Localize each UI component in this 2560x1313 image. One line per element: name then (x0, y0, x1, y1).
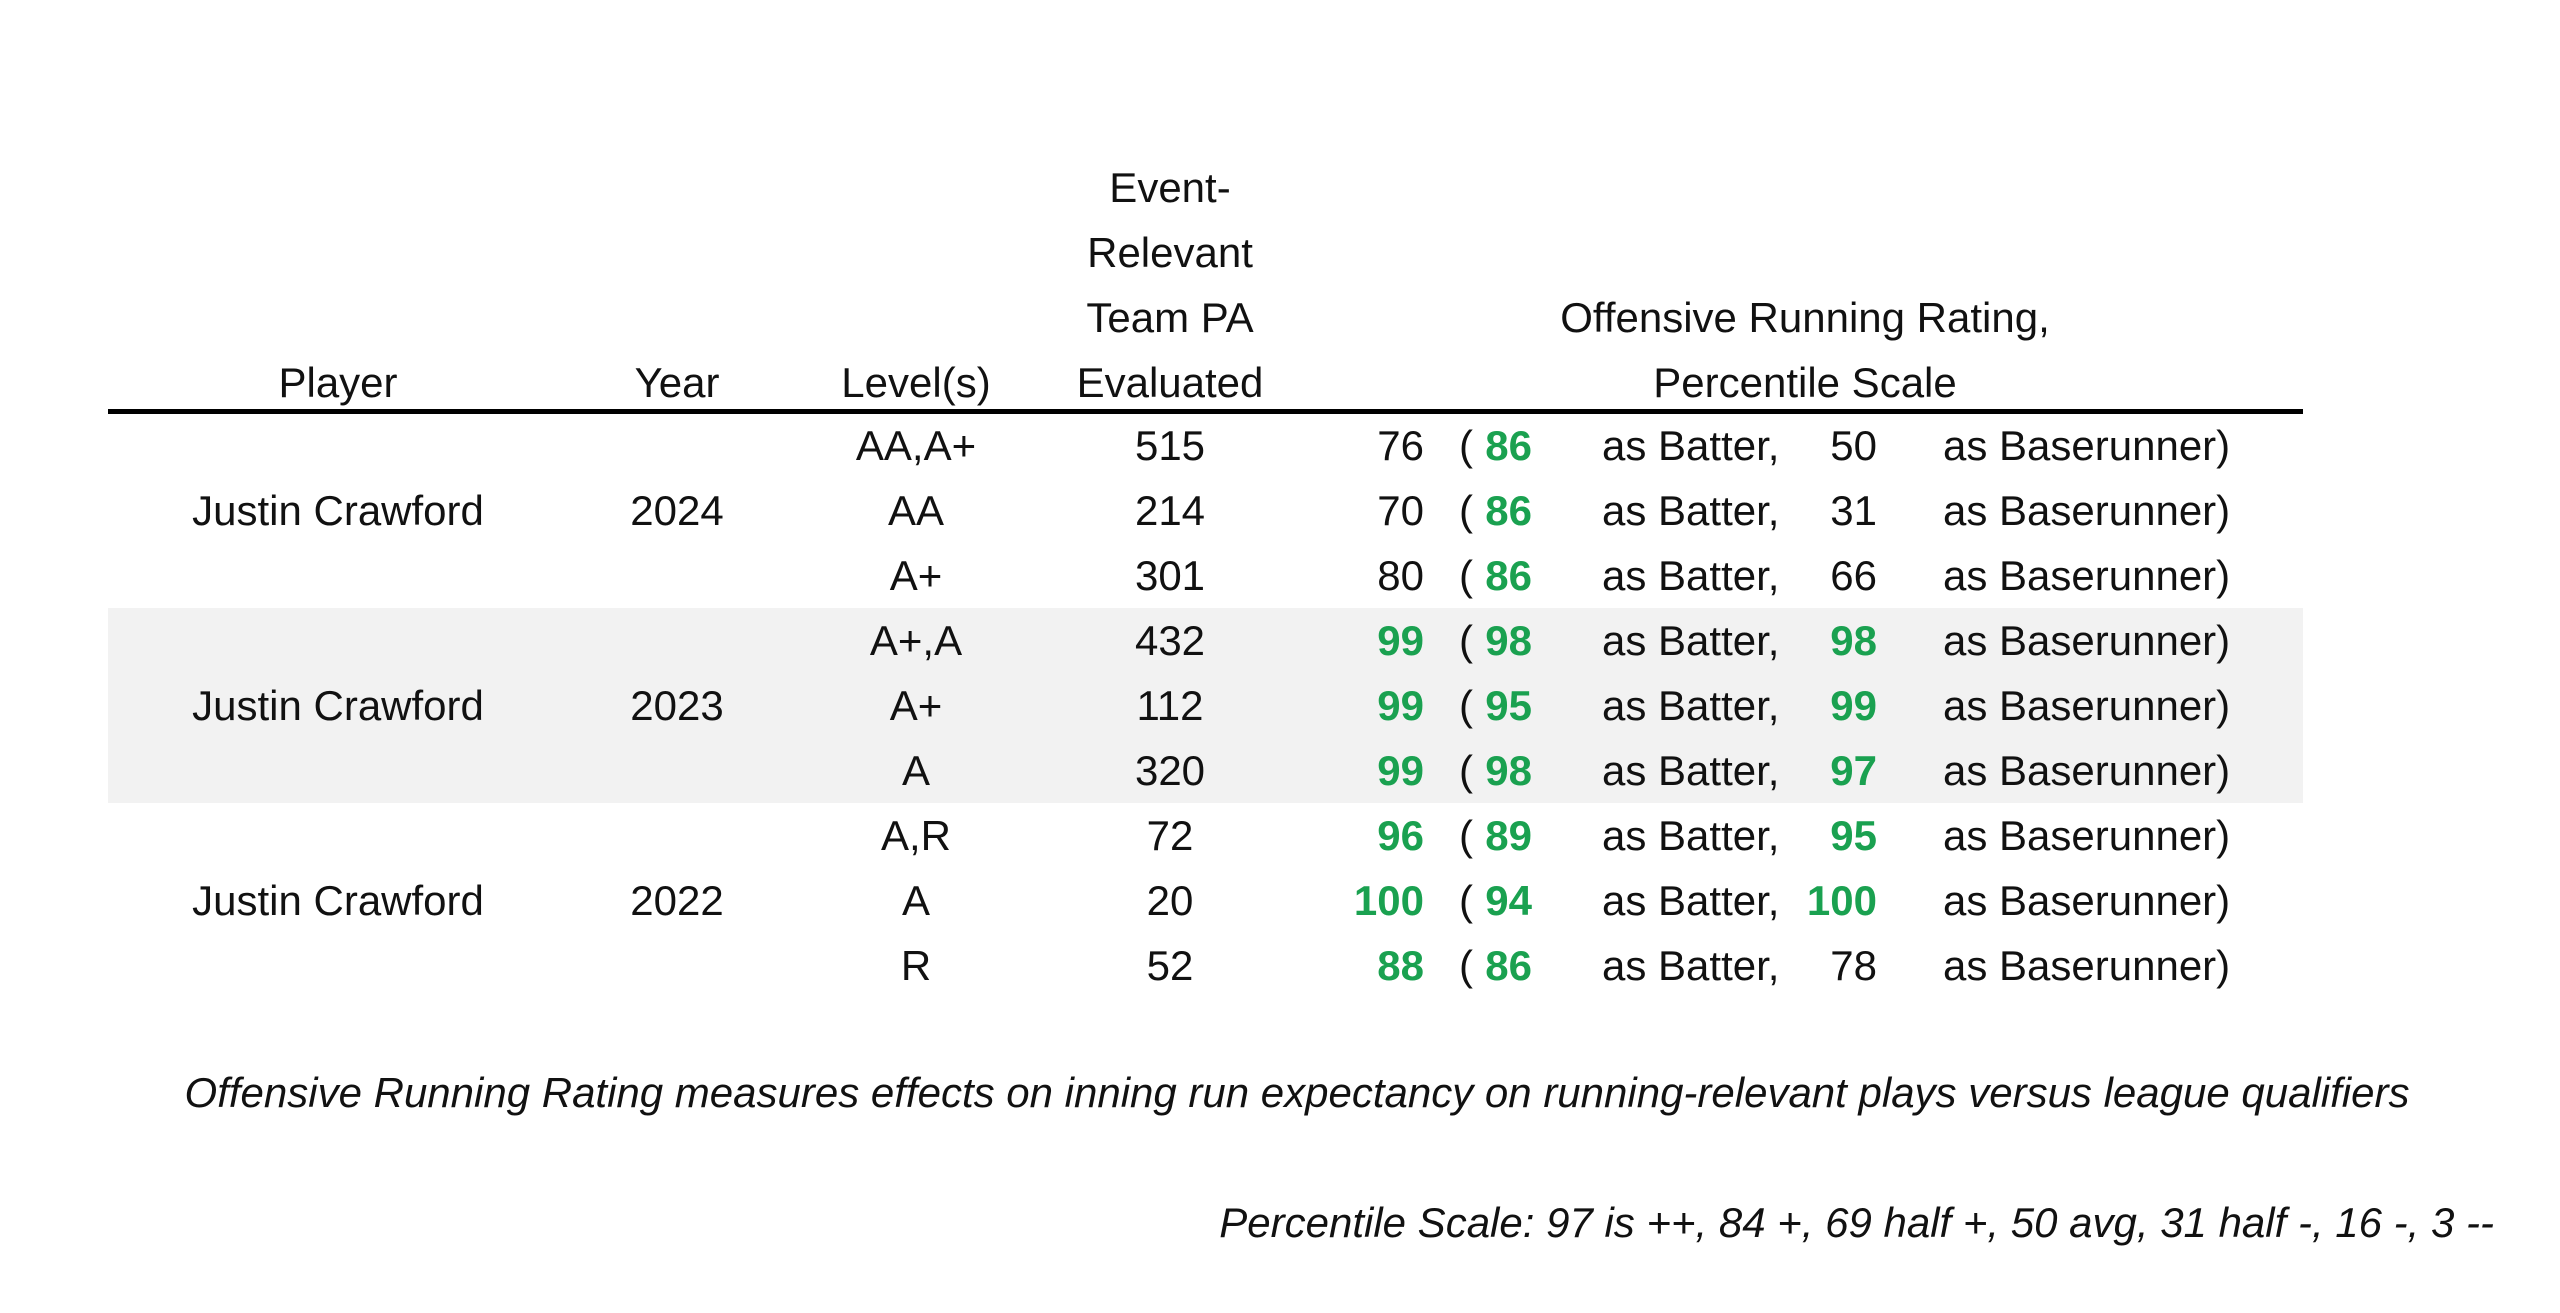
as-baserunner-label: as Baserunner) (1943, 487, 2231, 534)
open-paren: ( (1459, 747, 1473, 794)
level-cell: AA (887, 487, 945, 534)
baserunner-rating: 78 (1830, 942, 1877, 989)
overall-rating: 99 (1377, 747, 1424, 794)
header-rating-line1: Offensive Running Rating, (1560, 294, 2050, 341)
baserunner-rating: 50 (1830, 422, 1877, 469)
header-pa-line2: Relevant (1087, 229, 1253, 276)
as-baserunner-label: as Baserunner) (1943, 812, 2231, 859)
as-baserunner-label: as Baserunner) (1943, 747, 2231, 794)
batter-rating: 98 (1485, 617, 1532, 664)
header-player: Player (278, 359, 398, 406)
as-baserunner-label: as Baserunner) (1943, 942, 2231, 989)
as-batter-label: as Batter, (1602, 942, 1780, 989)
pa-cell: 515 (1134, 422, 1206, 469)
pa-cell: 112 (1136, 682, 1204, 729)
overall-rating: 70 (1377, 487, 1424, 534)
level-cell: A (901, 877, 931, 924)
header-rating-line2: Percentile Scale (1653, 359, 1957, 406)
header-levels: Level(s) (841, 359, 991, 406)
level-cell: A+,A (869, 617, 963, 664)
pa-cell: 301 (1134, 552, 1206, 599)
open-paren: ( (1459, 682, 1473, 729)
header-rule (108, 409, 2303, 414)
batter-rating: 89 (1485, 812, 1532, 859)
baserunner-rating: 66 (1830, 552, 1877, 599)
header-pa-line3: Team PA (1086, 294, 1254, 341)
player-name: Justin Crawford (192, 487, 484, 534)
pa-cell: 20 (1146, 877, 1194, 924)
open-paren: ( (1459, 552, 1473, 599)
batter-rating: 86 (1485, 942, 1532, 989)
as-baserunner-label: as Baserunner) (1943, 422, 2231, 469)
batter-rating: 98 (1485, 747, 1532, 794)
overall-rating: 80 (1377, 552, 1424, 599)
open-paren: ( (1459, 812, 1473, 859)
overall-rating: 88 (1377, 942, 1424, 989)
level-cell: A (901, 747, 931, 794)
overall-rating: 99 (1377, 617, 1424, 664)
level-cell: A+ (889, 552, 943, 599)
open-paren: ( (1459, 942, 1473, 989)
pa-cell: 52 (1146, 942, 1194, 989)
open-paren: ( (1459, 487, 1473, 534)
pa-cell: 320 (1134, 747, 1206, 794)
as-batter-label: as Batter, (1602, 877, 1780, 924)
as-batter-label: as Batter, (1602, 682, 1780, 729)
batter-rating: 86 (1485, 487, 1532, 534)
overall-rating: 100 (1353, 877, 1424, 924)
as-batter-label: as Batter, (1602, 422, 1780, 469)
overall-rating: 76 (1377, 422, 1424, 469)
footnote-scale: Percentile Scale: 97 is ++, 84 +, 69 hal… (1219, 1199, 2494, 1246)
baserunner-rating: 98 (1830, 617, 1877, 664)
season-year: 2022 (630, 877, 724, 924)
season-year: 2024 (630, 487, 724, 534)
level-cell: AA,A+ (855, 422, 977, 469)
footnote-definition: Offensive Running Rating measures effect… (184, 1069, 2410, 1116)
batter-rating: 86 (1485, 422, 1532, 469)
player-name: Justin Crawford (192, 682, 484, 729)
as-baserunner-label: as Baserunner) (1943, 682, 2231, 729)
row-group-shading (108, 608, 2303, 803)
level-cell: A+ (889, 682, 943, 729)
header-pa-line1: Event- (1109, 164, 1231, 211)
open-paren: ( (1459, 617, 1473, 664)
season-year: 2023 (630, 682, 724, 729)
as-batter-label: as Batter, (1602, 552, 1780, 599)
pa-cell: 72 (1146, 812, 1194, 859)
as-baserunner-label: as Baserunner) (1943, 552, 2231, 599)
player-name: Justin Crawford (192, 877, 484, 924)
as-batter-label: as Batter, (1602, 617, 1780, 664)
overall-rating: 96 (1377, 812, 1424, 859)
baserunner-rating: 99 (1830, 682, 1877, 729)
as-batter-label: as Batter, (1602, 812, 1780, 859)
baserunner-rating: 31 (1830, 487, 1877, 534)
as-baserunner-label: as Baserunner) (1943, 877, 2231, 924)
batter-rating: 95 (1485, 682, 1532, 729)
open-paren: ( (1459, 877, 1473, 924)
baserunner-rating: 95 (1830, 812, 1877, 859)
pa-cell: 432 (1134, 617, 1206, 664)
open-paren: ( (1459, 422, 1473, 469)
level-cell: R (900, 942, 932, 989)
as-baserunner-label: as Baserunner) (1943, 617, 2231, 664)
header-pa-line4: Evaluated (1076, 359, 1264, 406)
baserunner-rating: 100 (1806, 877, 1877, 924)
batter-rating: 86 (1485, 552, 1532, 599)
overall-rating: 99 (1377, 682, 1424, 729)
batter-rating: 94 (1485, 877, 1532, 924)
header-year: Year (634, 359, 720, 406)
pa-cell: 214 (1134, 487, 1206, 534)
as-batter-label: as Batter, (1602, 747, 1780, 794)
level-cell: A,R (880, 812, 952, 859)
baserunner-rating: 97 (1830, 747, 1877, 794)
as-batter-label: as Batter, (1602, 487, 1780, 534)
